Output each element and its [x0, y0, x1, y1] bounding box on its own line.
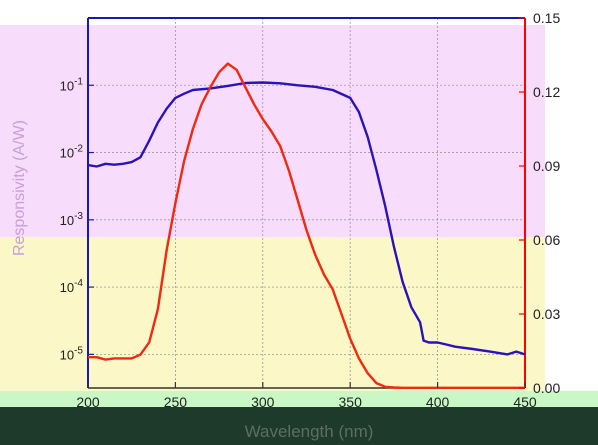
y-tick-label-right: 0.12	[533, 84, 560, 100]
x-axis-label: Wavelength (nm)	[245, 422, 374, 441]
series-line-left-axis	[87, 81, 526, 356]
footer-band	[0, 407, 598, 445]
y-tick-label-right: 0.09	[533, 158, 560, 174]
series-layer	[87, 62, 526, 389]
x-tick-label: 400	[426, 394, 450, 410]
x-tick-label: 300	[251, 394, 275, 410]
y-tick-label-right: 0.06	[533, 232, 560, 248]
y-tick-label-left: 10-2	[60, 144, 84, 161]
y-axis-label-left: Responsivity (A/W)	[11, 120, 28, 256]
y-tick-label-left: 10-4	[60, 278, 84, 295]
x-tick-label: 250	[164, 394, 188, 410]
x-tick-label: 200	[76, 394, 100, 410]
y-tick-label-left: 10-1	[60, 76, 84, 93]
series-line-right-axis	[88, 62, 525, 389]
y-tick-label-left: 10-3	[60, 211, 84, 228]
x-tick-label: 350	[339, 394, 363, 410]
y-tick-label-right: 0.00	[533, 380, 560, 396]
y-tick-label-right: 0.03	[533, 306, 560, 322]
x-tick-label: 450	[513, 394, 537, 410]
bottom-strip	[0, 391, 598, 407]
plot-panel-lower	[0, 237, 545, 391]
ticks-layer	[87, 17, 526, 389]
labels-layer: 200 250 300 350 400 450 10-1 10-2 10-3 10-4 10-5 0.…	[60, 10, 561, 410]
y-tick-label-right: 0.15	[533, 10, 560, 26]
y-tick-label-left: 10-5	[60, 345, 84, 362]
